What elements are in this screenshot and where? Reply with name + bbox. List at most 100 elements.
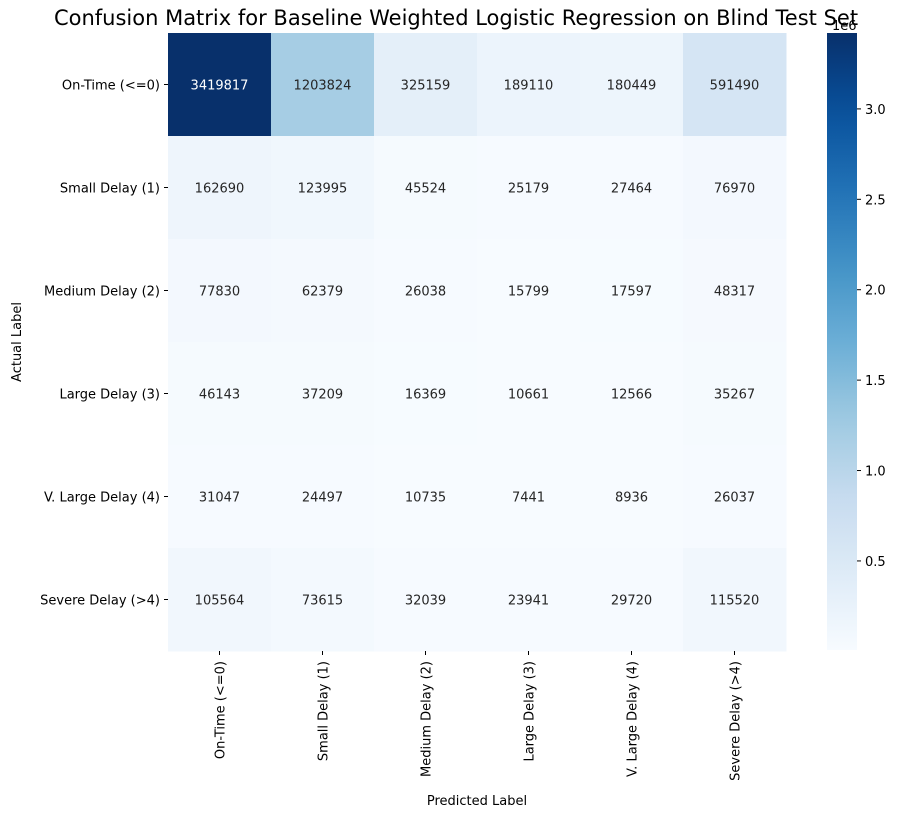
colorbar-ticks: 0.5 1.0 1.5 2.0 2.5 3.0 xyxy=(857,103,886,570)
y-tick-label: Severe Delay (>4) xyxy=(40,594,160,609)
y-tick-label: Medium Delay (2) xyxy=(44,285,160,300)
colorbar-tick-label: 2.5 xyxy=(865,193,886,208)
colorbar xyxy=(827,33,857,650)
x-tick-label: V. Large Delay (4) xyxy=(626,661,641,777)
cell-value-label: 162690 xyxy=(195,182,245,197)
colorbar-tick-label: 2.0 xyxy=(865,284,886,299)
heatmap-cell xyxy=(477,239,581,343)
x-tick-label: Severe Delay (>4) xyxy=(729,661,744,781)
heatmap-cell xyxy=(683,239,787,343)
colorbar-scale-factor: 1e6 xyxy=(832,19,857,34)
cell-value-label: 105564 xyxy=(195,594,245,609)
y-tick-label: Small Delay (1) xyxy=(60,182,160,197)
heatmap-cell xyxy=(271,136,375,240)
heatmap-cell xyxy=(580,33,684,137)
cell-value-label: 46143 xyxy=(199,388,240,403)
heatmap-cell xyxy=(683,136,787,240)
cell-value-label: 25179 xyxy=(508,182,549,197)
heatmap-cell xyxy=(168,33,272,137)
cell-value-label: 591490 xyxy=(710,79,760,94)
cell-value-label: 8936 xyxy=(615,491,648,506)
heatmap-cell xyxy=(271,33,375,137)
cell-value-label: 48317 xyxy=(714,285,755,300)
cell-value-label: 12566 xyxy=(611,388,652,403)
cell-value-label: 17597 xyxy=(611,285,652,300)
heatmap-cell xyxy=(477,342,581,446)
x-tick-label: Small Delay (1) xyxy=(317,661,332,761)
heatmap-cell xyxy=(168,239,272,343)
cell-value-label: 123995 xyxy=(298,182,348,197)
cell-value-label: 325159 xyxy=(401,79,451,94)
cell-value-label: 23941 xyxy=(508,594,549,609)
heatmap-cell xyxy=(580,239,684,343)
cell-value-label: 115520 xyxy=(710,594,760,609)
colorbar-tick-label: 3.0 xyxy=(865,103,886,118)
y-axis-label: Actual Label xyxy=(10,302,25,382)
cell-value-label: 16369 xyxy=(405,388,446,403)
cell-value-label: 32039 xyxy=(405,594,446,609)
heatmap-cell xyxy=(580,445,684,549)
colorbar-tick-label: 0.5 xyxy=(865,555,886,570)
heatmap-cell xyxy=(477,445,581,549)
cell-value-label: 45524 xyxy=(405,182,446,197)
heatmap-cell xyxy=(580,342,684,446)
x-tick-label: Large Delay (3) xyxy=(523,661,538,762)
cell-value-label: 24497 xyxy=(302,491,343,506)
heatmap-cell xyxy=(580,548,684,652)
x-tick-label: Medium Delay (2) xyxy=(420,661,435,777)
heatmap-cell xyxy=(168,445,272,549)
heatmap-cell xyxy=(168,342,272,446)
cell-value-label: 7441 xyxy=(512,491,545,506)
cell-value-label: 15799 xyxy=(508,285,549,300)
y-tick-labels: On-Time (<=0) Small Delay (1) Medium Delay… xyxy=(40,79,168,609)
cell-value-label: 62379 xyxy=(302,285,343,300)
heatmap-cell xyxy=(580,136,684,240)
cell-value-label: 27464 xyxy=(611,182,652,197)
heatmap-cell xyxy=(477,33,581,137)
heatmap-cell xyxy=(374,548,478,652)
heatmap-cell xyxy=(683,548,787,652)
cell-value-label: 10735 xyxy=(405,491,446,506)
heatmap-cell xyxy=(271,342,375,446)
heatmap-cell xyxy=(374,239,478,343)
colorbar-gradient xyxy=(827,33,857,650)
cell-value-label: 76970 xyxy=(714,182,755,197)
heatmap-cell xyxy=(683,33,787,137)
colorbar-tick-label: 1.5 xyxy=(865,374,886,389)
cell-value-label: 26038 xyxy=(405,285,446,300)
y-tick-label: On-Time (<=0) xyxy=(62,79,160,94)
y-tick-label: Large Delay (3) xyxy=(59,388,160,403)
y-tick-label: V. Large Delay (4) xyxy=(44,491,160,506)
heatmap-cell xyxy=(374,342,478,446)
heatmap-cell xyxy=(374,136,478,240)
heatmap-cells: 3419817 1203824 325159 189110 180449 591490 16… xyxy=(168,33,787,652)
heatmap-cell xyxy=(477,548,581,652)
cell-value-label: 189110 xyxy=(504,79,554,94)
colorbar-tick-label: 1.0 xyxy=(865,465,886,480)
cell-value-label: 10661 xyxy=(508,388,549,403)
heatmap-cell xyxy=(374,33,478,137)
heatmap-cell xyxy=(477,136,581,240)
heatmap-cell xyxy=(168,136,272,240)
cell-value-label: 31047 xyxy=(199,491,240,506)
heatmap-cell xyxy=(271,239,375,343)
chart-title: Confusion Matrix for Baseline Weighted L… xyxy=(54,6,858,30)
cell-value-label: 1203824 xyxy=(294,79,352,94)
cell-value-label: 180449 xyxy=(607,79,657,94)
x-axis-label: Predicted Label xyxy=(427,794,527,809)
heatmap-cell xyxy=(683,342,787,446)
heatmap-cell xyxy=(374,445,478,549)
x-tick-label: On-Time (<=0) xyxy=(214,661,229,759)
heatmap-cell xyxy=(168,548,272,652)
heatmap-cell xyxy=(683,445,787,549)
cell-value-label: 37209 xyxy=(302,388,343,403)
cell-value-label: 29720 xyxy=(611,594,652,609)
cell-value-label: 26037 xyxy=(714,491,755,506)
heatmap-cell xyxy=(271,548,375,652)
x-tick-labels: On-Time (<=0) Small Delay (1) Medium Delay… xyxy=(214,651,744,781)
cell-value-label: 35267 xyxy=(714,388,755,403)
cell-value-label: 3419817 xyxy=(191,79,249,94)
heatmap-cell xyxy=(271,445,375,549)
cell-value-label: 77830 xyxy=(199,285,240,300)
